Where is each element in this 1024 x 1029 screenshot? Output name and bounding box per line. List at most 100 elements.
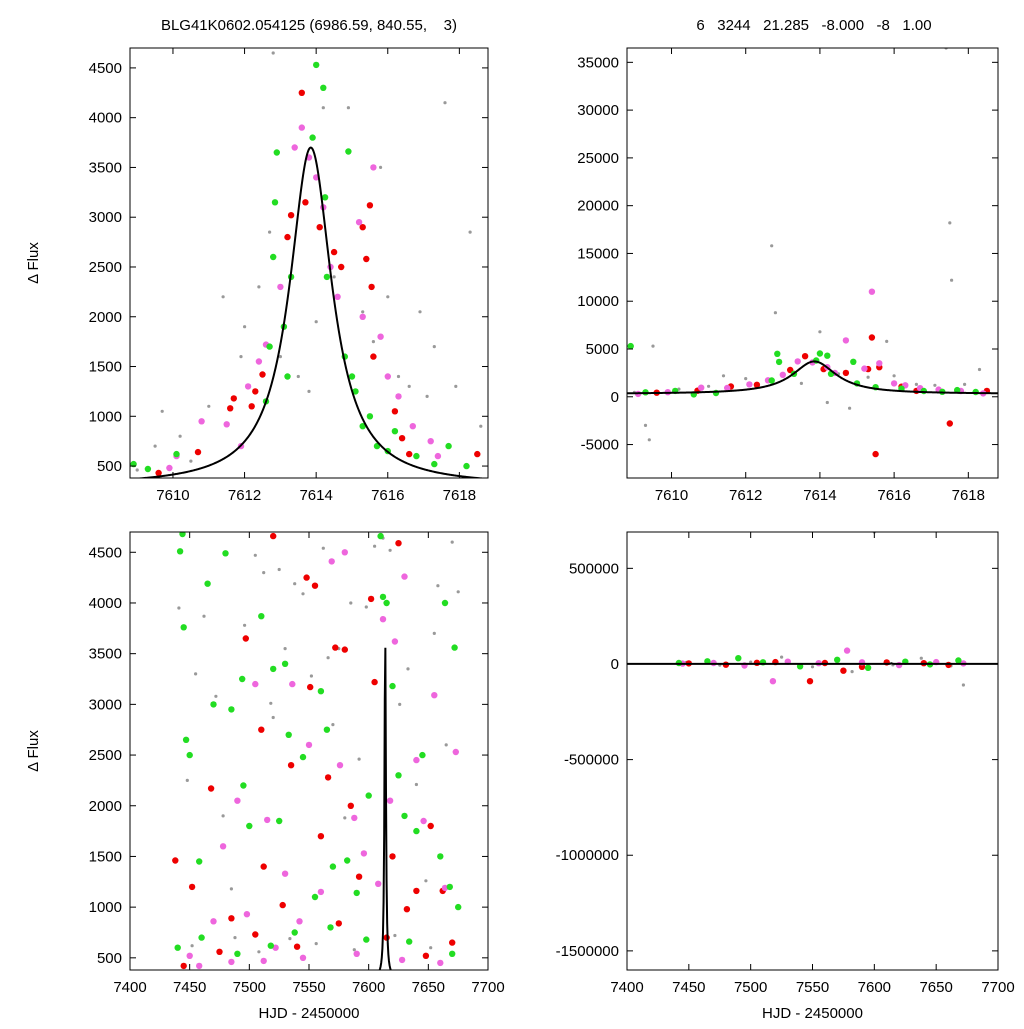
data-point [370,353,377,360]
data-point [243,911,251,918]
data-point [452,748,459,756]
data-point [234,797,241,804]
y-tick-label: -1000000 [556,847,619,864]
data-point [445,442,452,450]
x-tick-label: 7614 [803,487,836,504]
data-point [216,948,223,955]
data-point [775,358,783,366]
data-point [314,320,318,324]
data-point [780,655,784,659]
x-tick-label: 7550 [796,979,829,996]
data-point [307,389,311,393]
data-point [948,221,952,225]
data-point [207,785,215,792]
y-axis-title: Δ Flux [25,730,42,772]
data-point [396,374,401,379]
data-point [277,567,281,572]
data-point [188,883,196,891]
data-point [234,950,241,957]
data-point [260,957,267,965]
data-point [768,377,775,384]
data-point [338,263,345,271]
data-point [239,675,246,683]
data-point [186,751,193,759]
data-point [178,434,182,438]
data-point [244,383,252,390]
data-point [317,688,325,695]
data-point [418,310,422,314]
data-point [269,701,273,705]
data-point [391,428,399,435]
data-point [407,384,411,388]
data-point [194,448,202,456]
data-point [359,423,366,430]
data-point [180,962,187,970]
data-point [449,939,456,946]
data-point [299,753,307,761]
data-point [276,817,283,825]
data-point [341,549,348,556]
data-point [746,381,753,388]
data-point [331,723,335,727]
data-point [229,887,233,891]
data-point [316,224,323,231]
data-point [283,647,287,651]
data-point [313,61,320,69]
data-point [850,358,857,365]
data-point [366,413,374,420]
data-point [950,278,954,282]
data-point [334,293,341,300]
y-tick-label: 3000 [89,209,122,226]
data-point [895,661,903,669]
data-point [347,802,354,809]
data-point [431,460,438,468]
data-point [324,774,332,781]
data-point [437,959,444,967]
x-tick-label: 7450 [672,979,705,996]
data-point [454,384,458,388]
data-point [441,884,449,892]
data-point [299,954,307,961]
data-point [432,631,436,636]
y-tick-label: 500000 [569,560,619,577]
y-tick-label: 0 [611,656,619,673]
y-tick-label: 1000 [89,408,122,425]
data-point [210,918,217,925]
data-point [443,101,447,105]
data-point [843,647,851,654]
data-point [259,371,266,378]
data-point [326,656,330,660]
y-tick-label: 20000 [577,198,619,215]
data-point [377,333,384,340]
data-point [314,942,318,946]
data-point [153,444,157,448]
data-point [348,373,356,380]
data-point [285,731,292,738]
data-point [332,644,339,651]
data-point [885,339,889,343]
data-point [961,683,966,687]
data-point [271,51,275,55]
data-point [876,360,883,367]
data-point [321,194,329,201]
data-point [196,858,203,865]
data-point [327,924,334,931]
data-point [291,929,298,936]
data-point [398,702,402,707]
data-point [810,665,815,669]
data-point [335,920,342,927]
model-curve [132,146,488,478]
data-point [770,244,774,248]
data-point [277,283,284,291]
data-point [724,384,731,392]
x-tick-label: 7450 [173,979,206,996]
data-point [825,400,829,405]
data-point [914,382,919,386]
x-tick-label: 7600 [858,979,891,996]
data-point [246,822,253,830]
data-point [395,772,402,779]
data-point [371,340,375,344]
data-point [398,435,406,442]
data-point [296,918,303,925]
data-point [933,383,937,387]
